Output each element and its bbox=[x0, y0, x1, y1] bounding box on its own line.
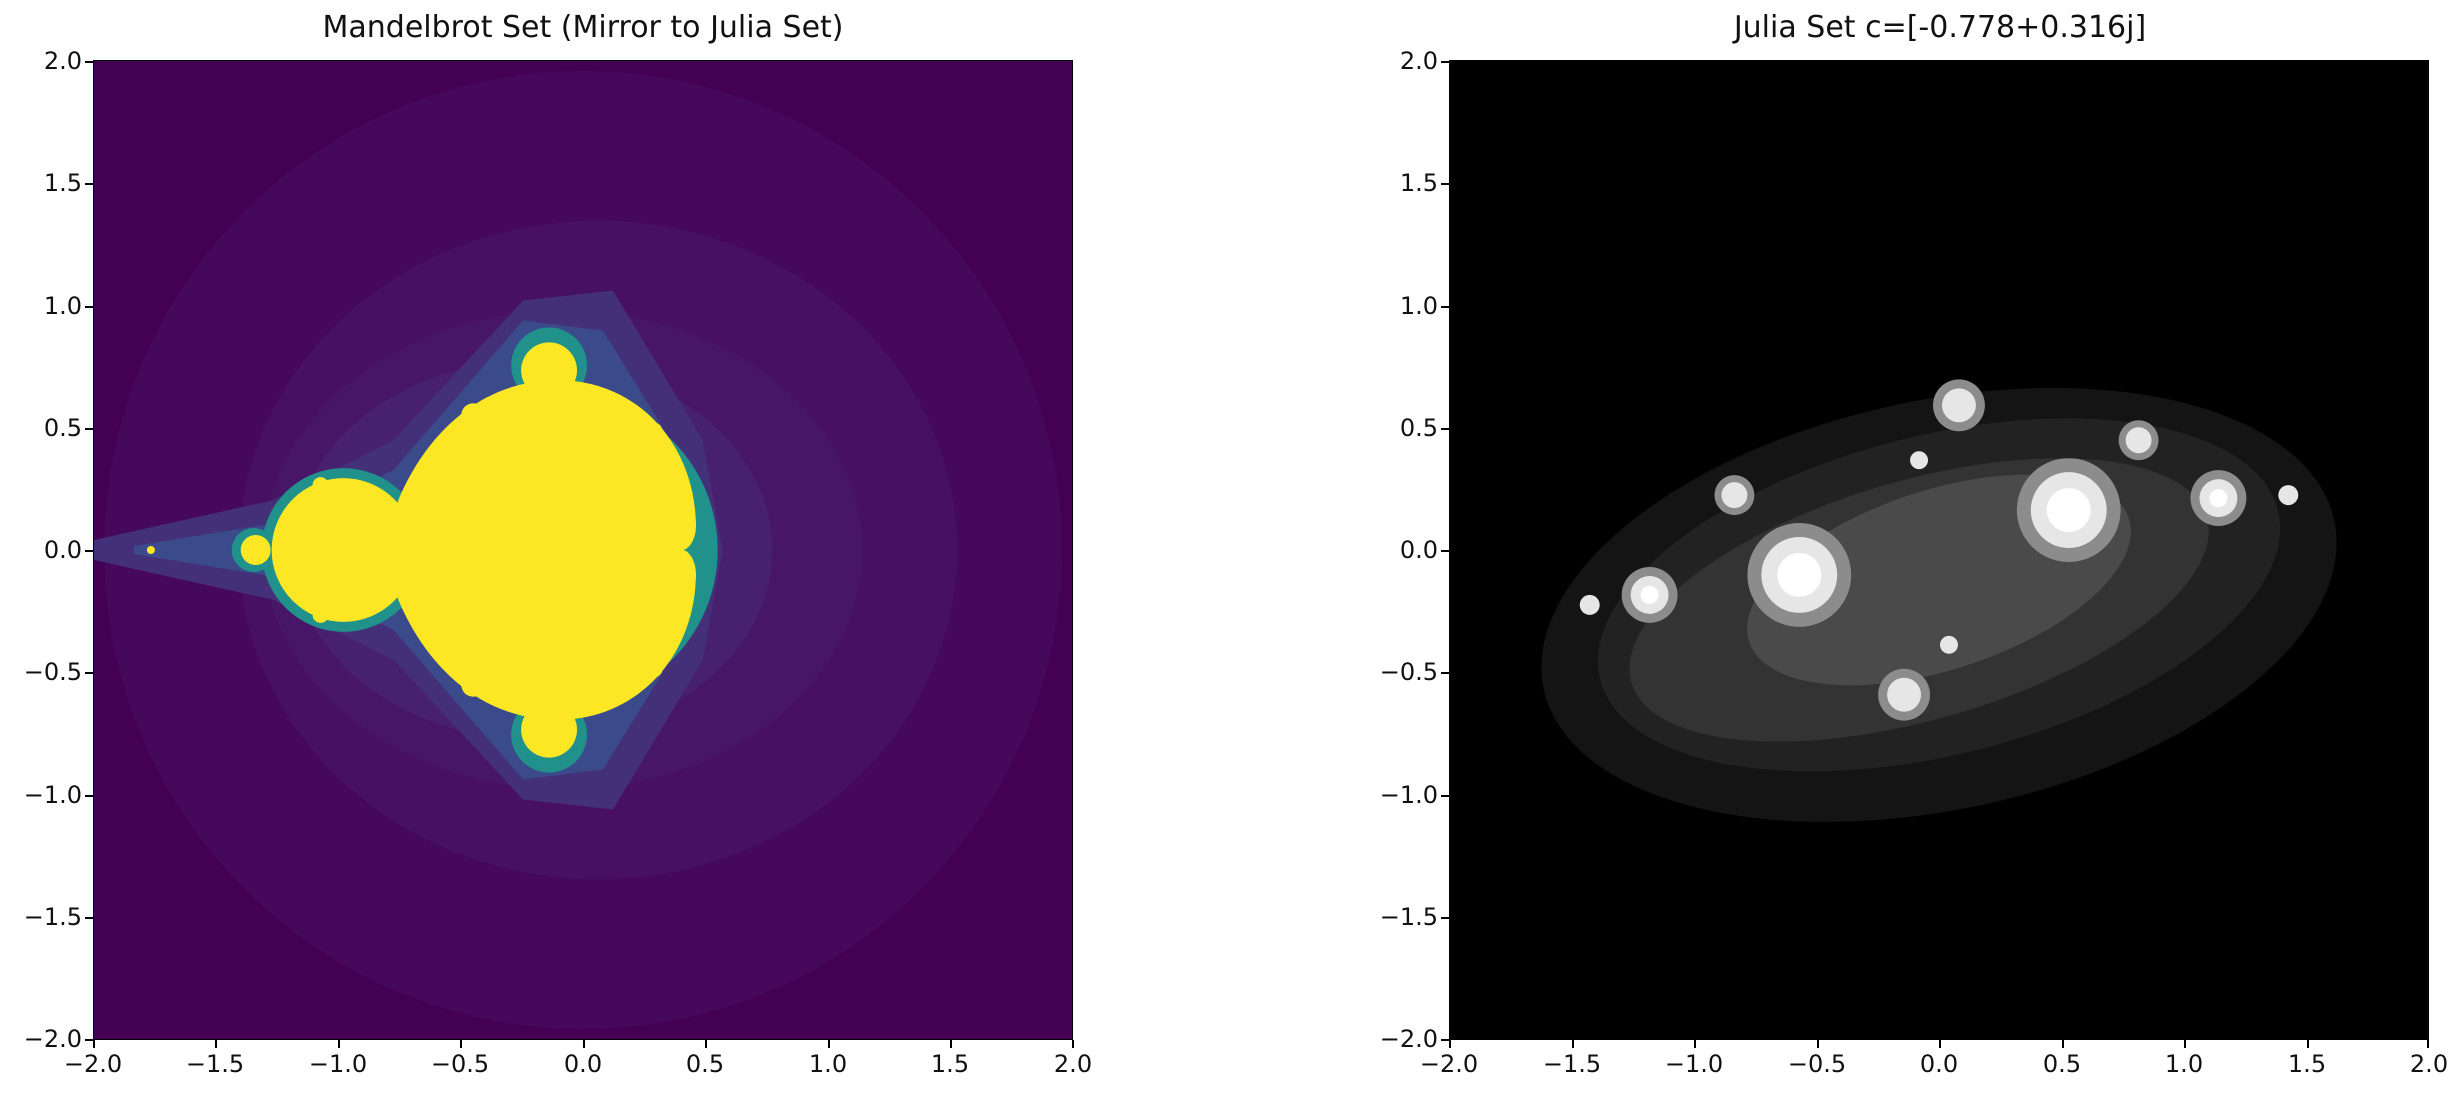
julia-plot-area bbox=[1449, 60, 2429, 1040]
julia-xtick-label: −1.0 bbox=[1664, 1050, 1724, 1078]
ytick-mark bbox=[1441, 917, 1449, 919]
mandelbrot-ytick-label: −0.5 bbox=[23, 658, 82, 686]
ytick-mark bbox=[85, 61, 93, 63]
mandelbrot-image bbox=[94, 61, 1072, 1039]
julia-ytick-label: 0.5 bbox=[1399, 414, 1438, 442]
mandelbrot-xtick-label: −0.5 bbox=[430, 1050, 490, 1078]
ytick-mark bbox=[1441, 672, 1449, 674]
mandelbrot-ytick-label: −2.0 bbox=[23, 1025, 82, 1053]
ytick-mark bbox=[1441, 428, 1449, 430]
julia-xtick-label: −2.0 bbox=[1419, 1050, 1479, 1078]
xtick-mark bbox=[1694, 1040, 1696, 1048]
xtick-mark bbox=[460, 1040, 462, 1048]
julia-xtick-label: 1.0 bbox=[2164, 1050, 2204, 1078]
ytick-mark bbox=[85, 672, 93, 674]
julia-xtick-label: 0.0 bbox=[1919, 1050, 1959, 1078]
xtick-mark bbox=[583, 1040, 585, 1048]
mandelbrot-xtick-label: 1.5 bbox=[930, 1050, 970, 1078]
xtick-mark bbox=[2307, 1040, 2309, 1048]
mandelbrot-ytick-label: 1.0 bbox=[43, 292, 82, 320]
xtick-mark bbox=[1449, 1040, 1451, 1048]
julia-ytick-label: 1.5 bbox=[1399, 169, 1438, 197]
xtick-mark bbox=[1072, 1040, 1074, 1048]
mandelbrot-panel: Mandelbrot Set (Mirror to Julia Set) bbox=[23, 10, 1093, 1078]
julia-panel: Julia Set c=[-0.778+0.316j] bbox=[1229, 0, 2458, 1095]
ytick-mark bbox=[1441, 1039, 1449, 1041]
ytick-mark bbox=[85, 306, 93, 308]
julia-ytick-label: 1.0 bbox=[1399, 292, 1438, 320]
xtick-mark bbox=[2427, 1040, 2429, 1048]
julia-ytick-label: 0.0 bbox=[1399, 536, 1438, 564]
mandelbrot-xtick-label: 1.0 bbox=[808, 1050, 848, 1078]
mandelbrot-ytick-label: −1.0 bbox=[23, 781, 82, 809]
julia-ytick-label: −1.5 bbox=[1379, 903, 1438, 931]
xtick-mark bbox=[705, 1040, 707, 1048]
ytick-mark bbox=[85, 795, 93, 797]
mandelbrot-ytick-label: 2.0 bbox=[43, 47, 82, 75]
mandelbrot-xtick-label: 0.5 bbox=[685, 1050, 725, 1078]
ytick-mark bbox=[1441, 61, 1449, 63]
julia-xtick-label: −1.5 bbox=[1542, 1050, 1602, 1078]
xtick-mark bbox=[1572, 1040, 1574, 1048]
xtick-mark bbox=[338, 1040, 340, 1048]
ytick-mark bbox=[85, 428, 93, 430]
xtick-mark bbox=[2184, 1040, 2186, 1048]
xtick-mark bbox=[2062, 1040, 2064, 1048]
xtick-mark bbox=[828, 1040, 830, 1048]
mandelbrot-plot-area bbox=[93, 60, 1073, 1040]
mandelbrot-ytick-label: 0.0 bbox=[43, 536, 82, 564]
julia-image bbox=[1450, 61, 2428, 1039]
ytick-mark bbox=[85, 1039, 93, 1041]
julia-xtick-label: 1.5 bbox=[2287, 1050, 2327, 1078]
mandelbrot-ytick-label: 1.5 bbox=[43, 169, 82, 197]
ytick-mark bbox=[85, 550, 93, 552]
julia-title: Julia Set c=[-0.778+0.316j] bbox=[1733, 10, 2147, 45]
xtick-mark bbox=[1817, 1040, 1819, 1048]
xtick-mark bbox=[950, 1040, 952, 1048]
mandelbrot-title: Mandelbrot Set (Mirror to Julia Set) bbox=[322, 10, 844, 45]
julia-ytick-label: −2.0 bbox=[1379, 1025, 1438, 1053]
ytick-mark bbox=[1441, 550, 1449, 552]
ytick-mark bbox=[1441, 183, 1449, 185]
julia-xtick-label: 0.5 bbox=[2042, 1050, 2082, 1078]
julia-ytick-label: 2.0 bbox=[1399, 47, 1438, 75]
ytick-mark bbox=[85, 917, 93, 919]
xtick-mark bbox=[215, 1040, 217, 1048]
julia-ytick-label: −1.0 bbox=[1379, 781, 1438, 809]
mandelbrot-ytick-label: 0.5 bbox=[43, 414, 82, 442]
mandelbrot-xtick-label: −1.5 bbox=[185, 1050, 245, 1078]
mandelbrot-xtick-label: −2.0 bbox=[63, 1050, 123, 1078]
julia-xtick-label: −0.5 bbox=[1787, 1050, 1847, 1078]
julia-xtick-label: 2.0 bbox=[2409, 1050, 2449, 1078]
mandelbrot-xtick-label: −1.0 bbox=[308, 1050, 368, 1078]
ytick-mark bbox=[1441, 795, 1449, 797]
julia-ytick-label: −0.5 bbox=[1379, 658, 1438, 686]
mandelbrot-xtick-label: 2.0 bbox=[1053, 1050, 1093, 1078]
mandelbrot-ytick-label: −1.5 bbox=[23, 903, 82, 931]
mandelbrot-xtick-label: 0.0 bbox=[563, 1050, 603, 1078]
xtick-mark bbox=[93, 1040, 95, 1048]
xtick-mark bbox=[1939, 1040, 1941, 1048]
ytick-mark bbox=[1441, 306, 1449, 308]
ytick-mark bbox=[85, 183, 93, 185]
